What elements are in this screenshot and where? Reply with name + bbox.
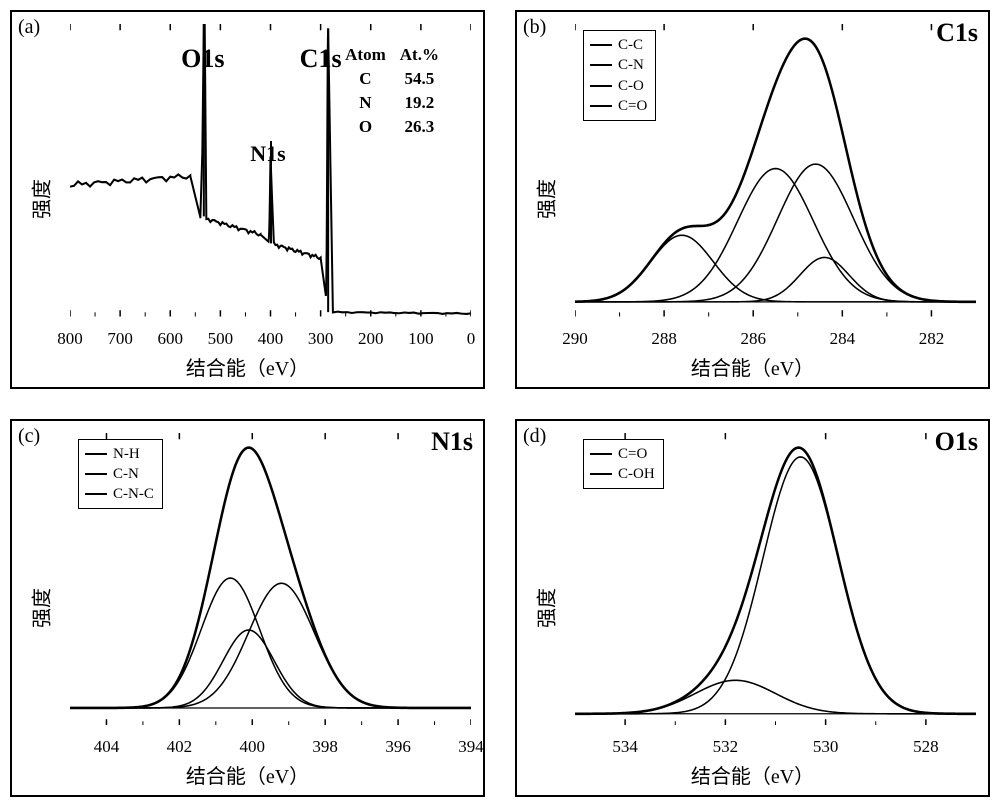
legend-text: C-C	[618, 35, 643, 55]
legend-item: N-H	[85, 444, 154, 464]
legend-line-icon	[590, 473, 612, 475]
xtick-label: 200	[358, 329, 384, 349]
panel-a: (a) O1sC1sN1sAtomAt.%C54.5N19.2O26.3 强度 …	[10, 10, 485, 389]
legend-line-icon	[590, 105, 612, 107]
xtick-label: 300	[308, 329, 334, 349]
legend-line-icon	[590, 85, 612, 87]
panel-c: (c) N1s 强度 404402400398396394 结合能（eV） N-…	[10, 419, 485, 798]
atom-table-cell: O	[339, 116, 392, 138]
legend-text: C-OH	[618, 464, 655, 484]
peak-label: N1s	[250, 141, 285, 167]
legend-item: C-C	[590, 35, 647, 55]
legend-line-icon	[85, 453, 107, 455]
xtick-label: 282	[919, 329, 945, 349]
atom-table-cell: 54.5	[394, 68, 445, 90]
panel-d-xticks: 534 532 530 528	[575, 737, 976, 757]
peak-label: O1s	[181, 44, 224, 74]
xtick-label: 404	[94, 737, 120, 757]
xtick-label: 534	[612, 737, 638, 757]
xtick-label: 398	[312, 737, 338, 757]
panel-b-ylabel: 强度	[531, 179, 560, 219]
xtick-label: 0	[467, 329, 476, 349]
panel-a-label: (a)	[18, 16, 40, 39]
panel-c-xticks: 404402400398396394	[70, 737, 471, 757]
atom-table-cell: N	[339, 92, 392, 114]
legend-line-icon	[590, 453, 612, 455]
xtick-label: 290	[562, 329, 588, 349]
panel-b-xticks: 290288286284282	[575, 329, 976, 349]
panel-d-label: (d)	[523, 425, 546, 448]
panel-a-xticks: 8007006005004003002001000	[70, 329, 471, 349]
panel-d-legend: C=OC-OH	[583, 439, 664, 490]
panel-d: (d) O1s 强度 534532530528 结合能（eV） C=OC-OH	[515, 419, 990, 798]
legend-text: C-O	[618, 76, 644, 96]
atom-table-cell: 26.3	[394, 116, 445, 138]
panel-d-ylabel: 强度	[531, 588, 560, 628]
legend-line-icon	[85, 493, 107, 495]
xtick-label: 402	[167, 737, 193, 757]
legend-text: N-H	[113, 444, 140, 464]
legend-line-icon	[590, 64, 612, 66]
panel-d-xlabel: 结合能（eV）	[691, 760, 814, 789]
xtick-label: 530	[813, 737, 839, 757]
legend-item: C=O	[590, 444, 655, 464]
peak-label: C1s	[300, 44, 342, 74]
xtick-label: 288	[651, 329, 677, 349]
legend-item: C-O	[590, 76, 647, 96]
legend-item: C-N-C	[85, 484, 154, 504]
panel-b-label: (b)	[523, 16, 546, 39]
xtick-label: 284	[830, 329, 856, 349]
xtick-label: 800	[57, 329, 83, 349]
xtick-label: 528	[913, 737, 939, 757]
legend-line-icon	[590, 44, 612, 46]
legend-text: C-N	[618, 55, 644, 75]
atom-table-cell: C	[339, 68, 392, 90]
panel-a-xlabel: 结合能（eV）	[186, 352, 309, 381]
figure-grid: (a) O1sC1sN1sAtomAt.%C54.5N19.2O26.3 强度 …	[10, 10, 990, 797]
xtick-label: 286	[740, 329, 766, 349]
legend-text: C-N	[113, 464, 139, 484]
panel-a-plot: O1s C1s N1s AtomAt.%C54.5N19.2O26.3	[70, 24, 471, 317]
panel-b: (b) C1s 强度 290288286284282 结合能（eV） C-CC-…	[515, 10, 990, 389]
xtick-label: 500	[208, 329, 234, 349]
panel-a-ylabel: 强度	[26, 179, 55, 219]
legend-item: C=O	[590, 96, 647, 116]
xtick-label: 400	[258, 329, 284, 349]
panel-c-ylabel: 强度	[26, 588, 55, 628]
atom-table-cell: 19.2	[394, 92, 445, 114]
xtick-label: 100	[408, 329, 434, 349]
xtick-label: 600	[158, 329, 184, 349]
atom-table-header: Atom	[339, 44, 392, 66]
xtick-label: 400	[240, 737, 266, 757]
xtick-label: 700	[107, 329, 133, 349]
xtick-label: 394	[458, 737, 484, 757]
legend-line-icon	[85, 473, 107, 475]
panel-c-legend: N-HC-NC-N-C	[78, 439, 163, 510]
xtick-label: 396	[385, 737, 411, 757]
legend-item: C-N	[85, 464, 154, 484]
legend-item: C-N	[590, 55, 647, 75]
legend-item: C-OH	[590, 464, 655, 484]
panel-b-legend: C-CC-NC-OC=O	[583, 30, 656, 121]
legend-text: C=O	[618, 96, 647, 116]
atom-table-header: At.%	[394, 44, 445, 66]
atom-table: AtomAt.%C54.5N19.2O26.3	[337, 42, 447, 140]
legend-text: C=O	[618, 444, 647, 464]
panel-c-xlabel: 结合能（eV）	[186, 760, 309, 789]
legend-text: C-N-C	[113, 484, 154, 504]
panel-c-label: (c)	[18, 425, 40, 448]
xtick-label: 532	[713, 737, 739, 757]
panel-b-xlabel: 结合能（eV）	[691, 352, 814, 381]
